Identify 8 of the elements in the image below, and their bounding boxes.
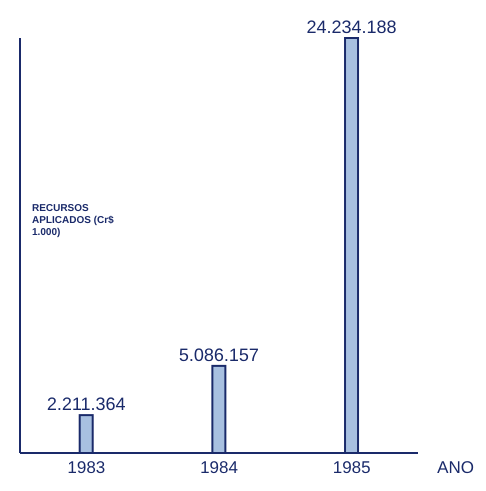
x-tick-label: 1983 [67,458,106,478]
data-label: 2.211.364 [46,394,126,414]
x-tick-label: 1984 [200,458,238,478]
data-label: 5.086.157 [178,344,259,365]
y-axis-title: RECURSOS APLICADOS (Cr$ 1.000) [32,203,115,239]
x-axis-title: ANO [437,458,474,478]
x-tick-label: 1985 [332,458,371,478]
data-label: 24.234.188 [306,17,397,37]
